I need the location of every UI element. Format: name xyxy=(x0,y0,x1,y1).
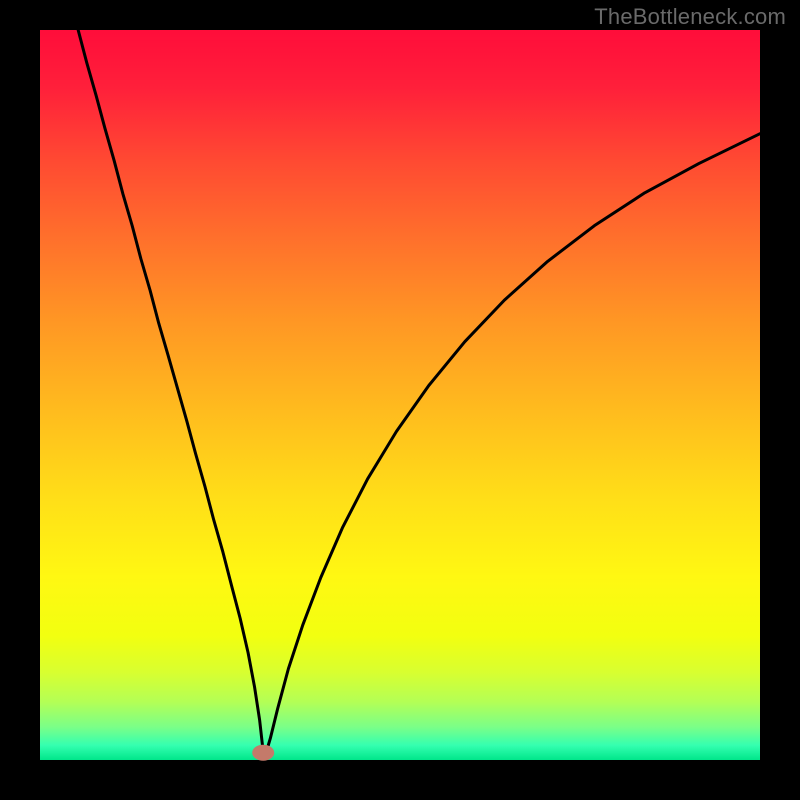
plot-background xyxy=(40,30,760,760)
chart-svg xyxy=(0,0,800,800)
chart-container: TheBottleneck.com xyxy=(0,0,800,800)
optimum-marker xyxy=(252,745,274,761)
watermark-text: TheBottleneck.com xyxy=(594,4,786,30)
